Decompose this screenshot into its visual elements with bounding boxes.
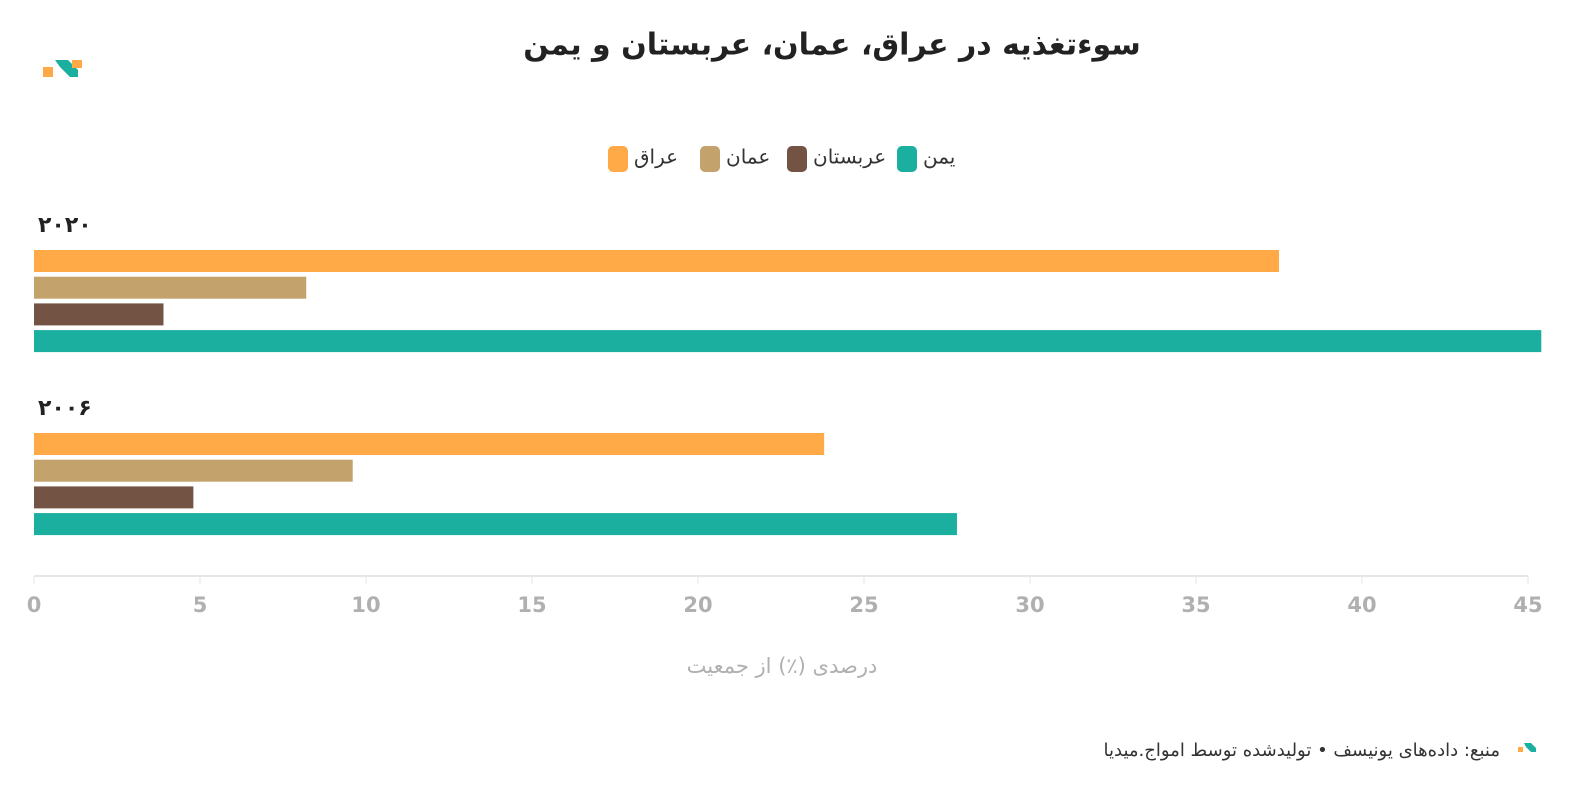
- legend-swatch: [608, 146, 628, 172]
- bar: [34, 250, 1279, 272]
- legend-swatch: [897, 146, 917, 172]
- source-logo: [1518, 743, 1536, 752]
- bar: [34, 459, 353, 482]
- x-tick-label: 45: [1513, 593, 1542, 617]
- x-tick-label: 40: [1347, 593, 1376, 617]
- x-tick-label: 5: [193, 593, 208, 617]
- legend-label: عمان: [726, 145, 770, 169]
- logo: [43, 60, 82, 77]
- bar: [34, 303, 164, 326]
- bar: [34, 276, 307, 299]
- bar: [34, 513, 957, 536]
- x-tick-label: 10: [351, 593, 380, 617]
- legend-label: عربستان: [813, 145, 886, 169]
- bar: [34, 486, 194, 509]
- x-axis-title: درصدی (٪) از جمعیت: [687, 654, 878, 678]
- x-tick-label: 0: [27, 593, 42, 617]
- legend-swatch: [787, 146, 807, 172]
- legend-label: عراق: [634, 145, 678, 169]
- bar: [34, 330, 1542, 353]
- x-tick-label: 15: [517, 593, 546, 617]
- x-tick-label: 30: [1015, 593, 1044, 617]
- legend-label: یمن: [923, 145, 955, 169]
- x-tick-label: 20: [683, 593, 712, 617]
- x-tick-label: 25: [849, 593, 878, 617]
- bar: [34, 433, 825, 455]
- chart-title: سوءتغذیه در عراق، عمان، عربستان و یمن: [523, 28, 1141, 63]
- source: منبع: داده‌های یونیسف • تولیدشده توسط ام…: [1104, 740, 1500, 761]
- group-label: ۲۰۲۰: [38, 213, 92, 238]
- legend-swatch: [700, 146, 720, 172]
- x-tick-label: 35: [1181, 593, 1210, 617]
- group-label: ۲۰۰۶: [38, 396, 92, 421]
